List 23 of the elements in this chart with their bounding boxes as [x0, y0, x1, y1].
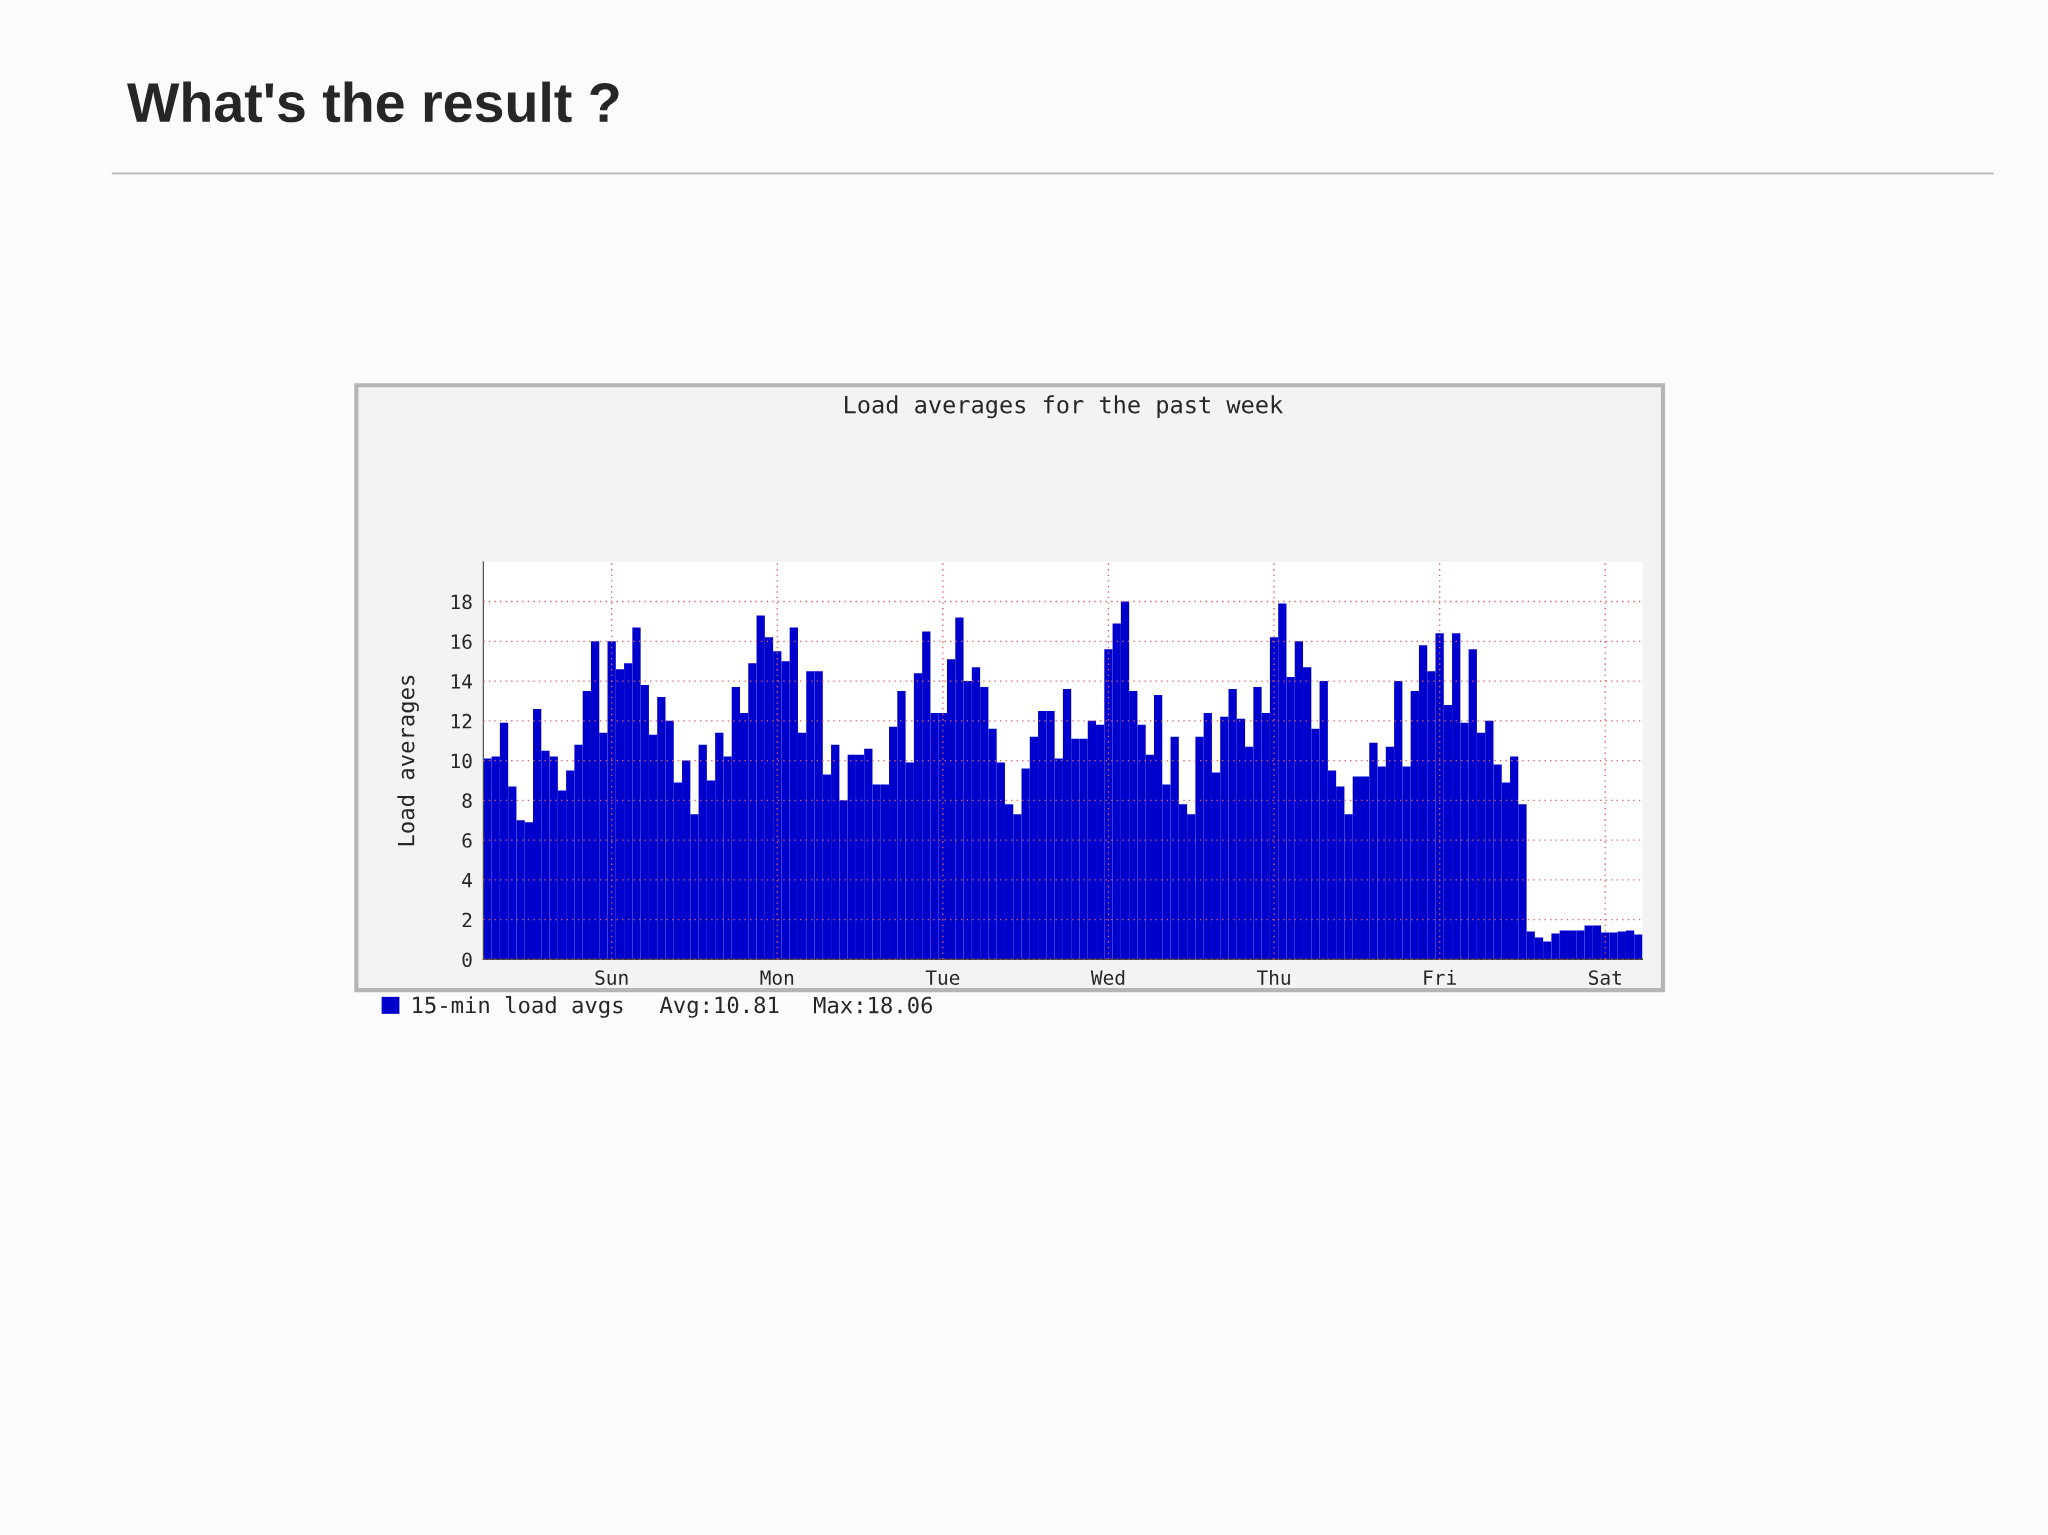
y-tick-label: 18: [451, 594, 472, 610]
x-tick-label: Sun: [595, 970, 628, 985]
x-tick-label: Thu: [1256, 969, 1290, 985]
x-tick-label: Mon: [760, 970, 794, 985]
legend-label: 15-min load avgs: [413, 996, 623, 1018]
y-tick-label: 2: [462, 912, 472, 928]
y-tick-label: 0: [462, 952, 472, 968]
y-axis-title: Load averages: [397, 675, 419, 846]
chart-subtitle: Load averages for the past week: [845, 395, 1283, 419]
y-tick-label: 8: [462, 793, 472, 809]
x-tick-label: Wed: [1090, 969, 1125, 985]
x-tick-label: Tue: [925, 970, 960, 985]
chart-title: What's the result ?: [127, 81, 619, 123]
y-tick-label: 14: [451, 674, 472, 689]
y-tick-label: 16: [451, 634, 472, 650]
y-tick-label: 12: [451, 713, 472, 729]
y-tick-label: 6: [462, 833, 472, 848]
text: Max:18.06: [813, 996, 933, 1014]
x-tick-label: Fri: [1424, 969, 1456, 985]
text: Avg:10.81: [659, 996, 779, 1018]
x-tick-label: Sat: [1589, 970, 1621, 985]
y-tick-label: 10: [451, 753, 472, 769]
y-tick-label: 4: [462, 873, 472, 888]
